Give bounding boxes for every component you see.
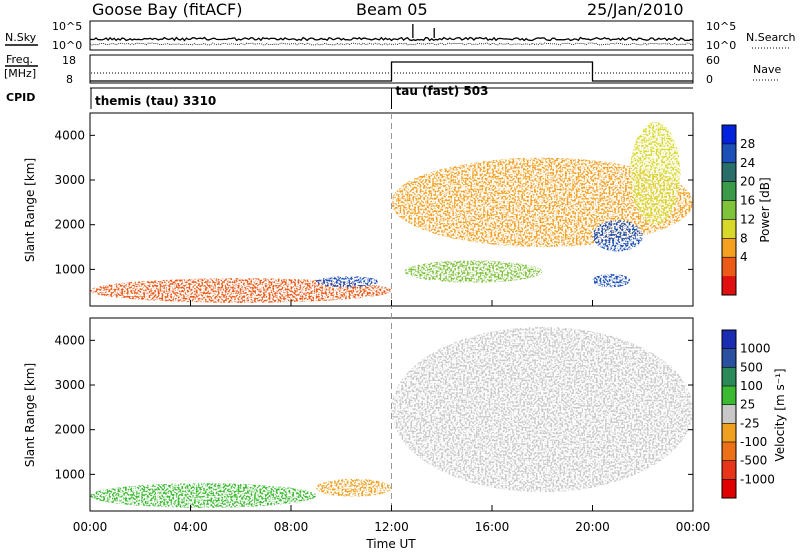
velocity-colorbar-swatch (722, 442, 736, 462)
noise-left-tick-bottom: 10^0 (52, 39, 82, 52)
noise-search-trace (89, 42, 694, 46)
noise-left-ticks: 10^5 10^0 (52, 20, 82, 52)
x-tick-label: 08:00 (274, 520, 309, 534)
x-tick-label: 12:00 (374, 520, 409, 534)
velocity-colorbar-tick-label: 500 (740, 360, 763, 374)
freq-label-line1: Freq. (6, 53, 33, 66)
x-tick-label: 16:00 (475, 520, 510, 534)
velocity-colorbar-swatch (722, 460, 736, 480)
freq-left-tick-top: 18 (62, 54, 76, 67)
power-colorbar-swatch (722, 162, 736, 183)
noise-right-tick-top: 10^5 (706, 20, 736, 33)
velocity-colorbar-tick-label: -1000 (740, 472, 775, 486)
velocity-colorbar-swatch (722, 330, 736, 350)
velocity-colorbar-swatch (722, 348, 736, 368)
power-ytick-label: 1000 (54, 262, 85, 276)
freq-right-tick-top: 60 (706, 54, 720, 67)
power-colorbar-swatch (722, 257, 736, 277)
nsearch-label: N.Search (746, 31, 796, 44)
power-colorbar-tick-label: 4 (740, 250, 748, 264)
power-colorbar-swatch (722, 276, 736, 296)
velocity-ytick-label: 2000 (54, 423, 85, 437)
velocity-scatter (90, 326, 693, 508)
freq-left-tick-bottom: 8 (66, 73, 73, 86)
velocity-ytick-label: 3000 (54, 378, 85, 392)
power-colorbar-tick-label: 20 (740, 175, 755, 189)
noise-right-ticks: 10^5 10^0 (706, 20, 736, 52)
freq-label-line2: [MHz] (4, 67, 36, 80)
velocity-colorbar-label: Velocity [m s⁻¹] (773, 368, 787, 461)
date-title: 25/Jan/2010 (587, 0, 684, 19)
nave-step-trace (90, 61, 693, 82)
velocity-echo-region (391, 326, 693, 493)
nave-label: Nave (753, 63, 781, 76)
power-colorbar-swatch (722, 238, 736, 258)
velocity-colorbar-tick-label: -25 (740, 416, 760, 430)
velocity-y-ticks: 1000 2000 3000 4000 (54, 333, 693, 481)
velocity-colorbar: 1000 500 100 25 -25 -100 -500 -1000 (721, 329, 775, 499)
power-colorbar-label: Power [dB] (758, 177, 772, 242)
power-echo-region (592, 273, 631, 288)
velocity-colorbar-swatch (722, 479, 736, 499)
power-colorbar-swatch (722, 143, 736, 164)
freq-panel-frame (89, 54, 694, 84)
noise-sky-trace (89, 24, 694, 42)
velocity-ytick-label: 1000 (54, 467, 85, 481)
station-title: Goose Bay (fitACF) (92, 0, 242, 19)
velocity-colorbar-swatch (722, 367, 736, 387)
beam-title: Beam 05 (356, 0, 428, 19)
cpid-mode1-label: themis (tau) 3310 (95, 94, 216, 108)
velocity-colorbar-swatch (722, 404, 736, 424)
velocity-colorbar-tick-label: -100 (740, 435, 767, 449)
noise-right-tick-bottom: 10^0 (706, 39, 736, 52)
power-colorbar-swatch (722, 181, 736, 202)
velocity-echo-region (90, 483, 317, 508)
power-colorbar: 28 24 20 16 12 8 4 (721, 124, 755, 296)
power-ylabel: Slant Range [km] (23, 158, 37, 262)
x-tick-label: 20:00 (575, 520, 610, 534)
power-colorbar-swatch (722, 200, 736, 220)
x-tick-label: 00:00 (73, 520, 108, 534)
velocity-echo-region (316, 478, 392, 497)
power-colorbar-swatch (722, 219, 736, 239)
velocity-colorbar-frame (721, 329, 737, 499)
power-scatter (90, 121, 693, 303)
power-echo-region (316, 276, 379, 288)
power-ytick-label: 4000 (54, 128, 85, 142)
noise-panel-frame (89, 20, 694, 51)
noise-left-tick-top: 10^5 (52, 20, 82, 33)
velocity-ytick-label: 4000 (54, 333, 85, 347)
velocity-colorbar-tick-label: -500 (740, 454, 767, 468)
x-tick-label: 04:00 (173, 520, 208, 534)
power-echo-region (404, 260, 543, 283)
nsky-label: N.Sky (5, 31, 37, 44)
power-colorbar-tick-label: 28 (740, 137, 755, 151)
power-colorbar-tick-label: 16 (740, 194, 755, 208)
velocity-colorbar-swatch (722, 386, 736, 406)
velocity-colorbar-tick-label: 1000 (740, 342, 771, 356)
power-y-ticks: 1000 2000 3000 4000 (54, 128, 693, 276)
power-echo-region (592, 220, 643, 252)
power-colorbar-frame (721, 124, 737, 296)
velocity-colorbar-tick-label: 100 (740, 379, 763, 393)
power-colorbar-tick-label: 24 (740, 156, 755, 170)
freq-right-tick-bottom: 0 (706, 73, 713, 86)
velocity-colorbar-tick-label: 25 (740, 398, 755, 412)
x-tick-label: 00:00 (676, 520, 711, 534)
cpid-label: CPID (6, 91, 35, 104)
power-colorbar-swatch (722, 125, 736, 145)
power-echo-region (90, 278, 392, 303)
power-echo-region (630, 121, 681, 225)
power-colorbar-tick-label: 12 (740, 212, 755, 226)
cpid-mode2-label: tau (fast) 503 (396, 84, 489, 98)
velocity-colorbar-swatch (722, 423, 736, 443)
velocity-ylabel: Slant Range [km] (23, 363, 37, 467)
x-axis-title: Time UT (365, 537, 416, 551)
power-ytick-label: 3000 (54, 173, 85, 187)
power-ytick-label: 2000 (54, 218, 85, 232)
x-axis-ticks: 00:00 04:00 08:00 12:00 16:00 20:00 00:00 (73, 300, 711, 534)
power-colorbar-tick-label: 8 (740, 231, 748, 245)
